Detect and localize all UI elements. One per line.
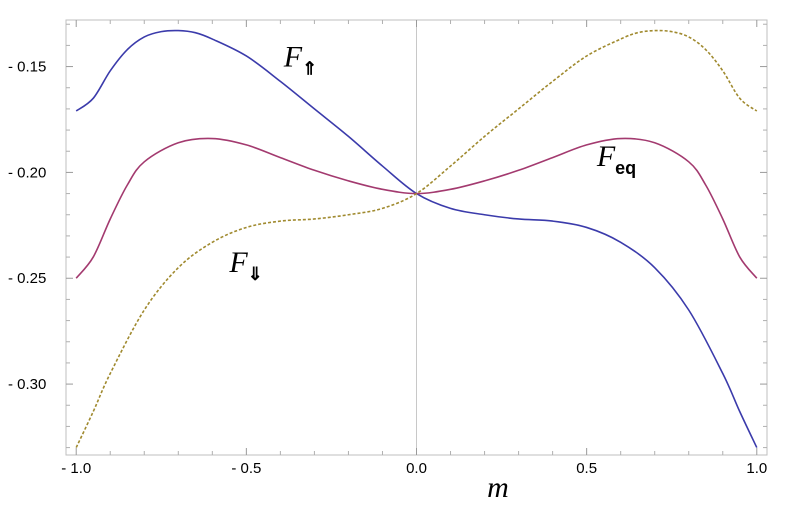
series-f-eq-label: Feq (596, 140, 636, 178)
x-tick-label: 0.5 (576, 460, 597, 477)
y-tick-label: - 0.25 (8, 270, 46, 287)
series-f-up-line (75, 29, 758, 448)
series-f-up-label-sub: ⇑ (302, 59, 317, 79)
series-f-eq-label-main: F (596, 140, 616, 173)
ticks: - 1.0 - 0.5 0.0 0.5 1.0 - 0.15 - 0.20 - 0.25 - 0… (8, 20, 767, 477)
x-tick-label: 1.0 (746, 460, 767, 477)
series-layer (75, 29, 758, 448)
series-f-down-label: F⇓ (228, 246, 262, 284)
x-tick-label: - 0.5 (231, 460, 261, 477)
y-tick-label: - 0.15 (8, 59, 46, 76)
y-tick-label: - 0.20 (8, 164, 46, 181)
series-f-up-label: F⇑ (283, 41, 317, 79)
series-f-down-label-sub: ⇓ (248, 264, 263, 284)
series-f-up-label-main: F (283, 41, 303, 74)
x-tick-label: - 1.0 (61, 460, 91, 477)
series-f-eq-label-sub: eq (615, 158, 636, 178)
x-tick-label: 0.0 (406, 460, 427, 477)
series-f-down-label-main: F (228, 246, 248, 279)
series-f-down-line (75, 29, 758, 448)
x-axis-title: m (487, 471, 509, 504)
y-tick-label: - 0.30 (8, 376, 46, 393)
